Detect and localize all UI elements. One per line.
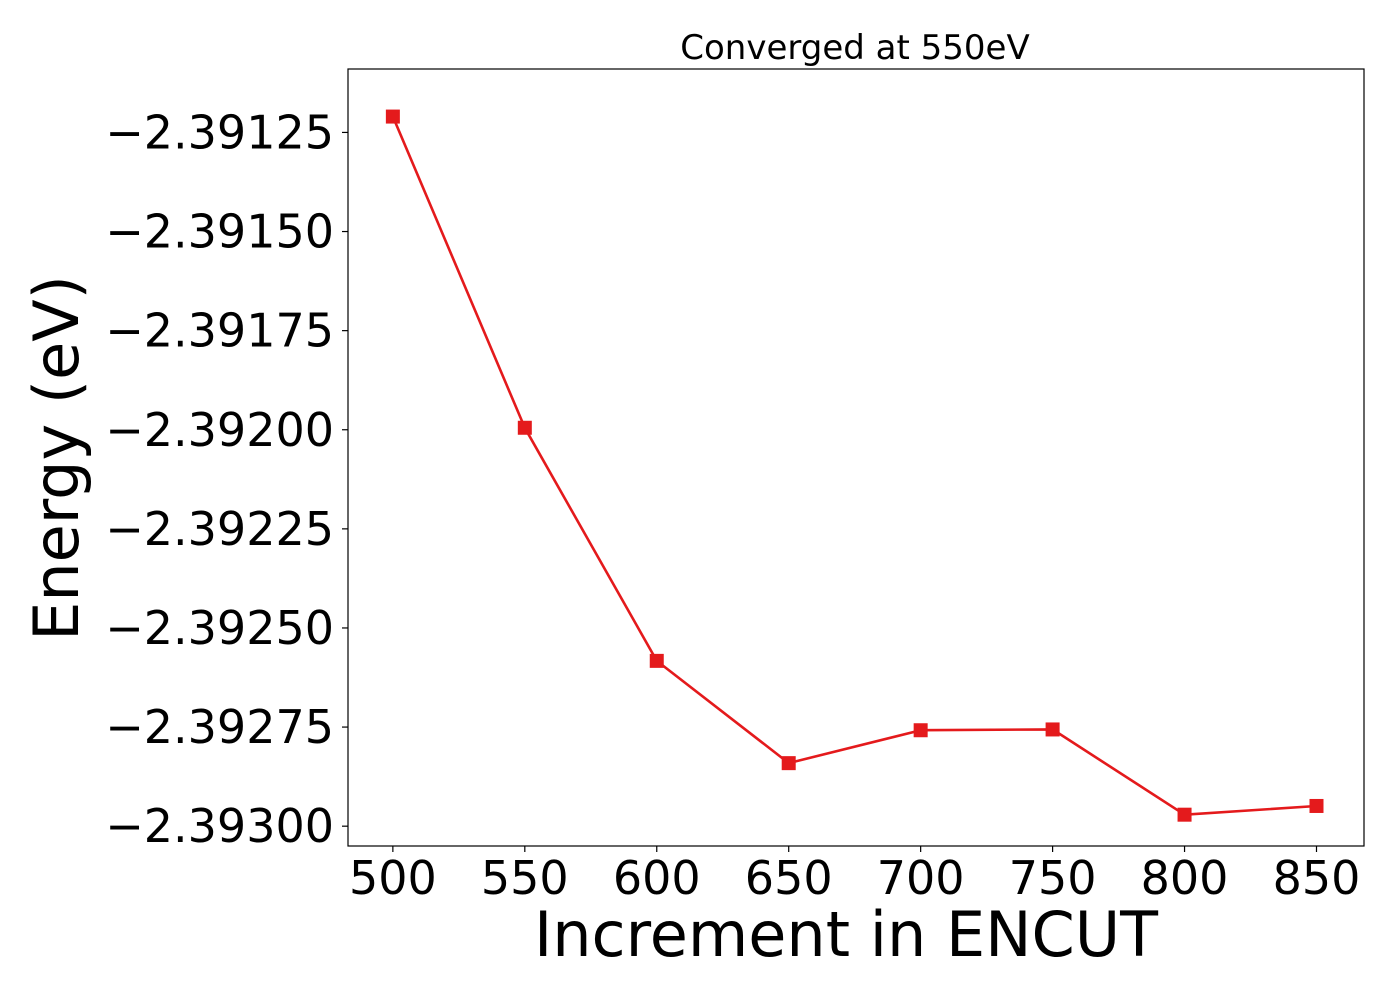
x-tick-label: 600	[613, 851, 701, 905]
plot-area-frame	[347, 68, 1365, 847]
x-tick-label: 500	[349, 851, 437, 905]
x-tick-label: 800	[1141, 851, 1229, 905]
x-tick-label: 850	[1273, 851, 1361, 905]
y-tick-label: −2.39275	[105, 700, 334, 754]
data-point-marker	[1309, 798, 1324, 813]
x-tick-label: 750	[1009, 851, 1097, 905]
x-tick-label: 700	[877, 851, 965, 905]
y-tick-label: −2.39175	[105, 304, 334, 358]
x-tick-label: 550	[481, 851, 569, 905]
x-axis-label: Increment in ENCUT	[534, 898, 1159, 971]
data-point-marker	[781, 756, 796, 771]
y-tick-label: −2.39200	[105, 403, 334, 457]
y-tick-label: −2.39150	[105, 205, 334, 259]
y-tick-label: −2.39250	[105, 601, 334, 655]
data-point-marker	[913, 723, 928, 738]
x-tick-label: 650	[745, 851, 833, 905]
data-point-marker	[385, 109, 400, 124]
x-axis: 500 550 600 650 700 750 800 850	[349, 846, 1360, 905]
data-point-marker	[1177, 807, 1192, 822]
chart-title: Converged at 550eV	[680, 28, 1029, 68]
y-axis-label: Energy (eV)	[20, 275, 93, 641]
y-tick-label: −2.39300	[105, 799, 334, 853]
y-tick-label: −2.39225	[105, 502, 334, 556]
y-tick-label: −2.39125	[105, 105, 334, 159]
data-point-marker	[1045, 722, 1060, 737]
series-layer	[385, 109, 1324, 822]
series-line	[391, 116, 1317, 817]
y-axis: −2.39125 −2.39150 −2.39175 −2.39200 −2.39225…	[105, 105, 348, 853]
data-point-marker	[517, 420, 532, 435]
data-point-marker	[649, 653, 664, 668]
